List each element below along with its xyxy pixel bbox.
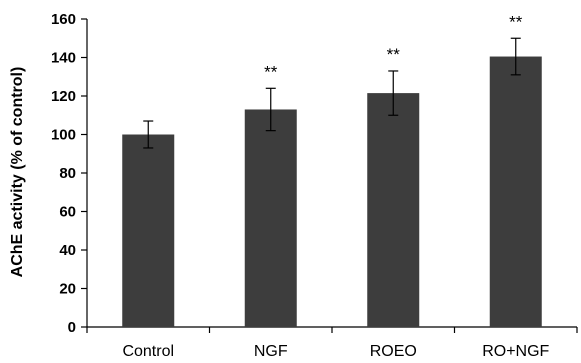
- y-ticks: 0 20 40 60 80 100 120 140 160: [51, 11, 87, 336]
- y-tick-label: 40: [59, 242, 76, 259]
- x-ticks: Control NGF ROEO RO+NGF: [86, 327, 578, 360]
- y-tick-label: 60: [59, 204, 76, 221]
- significance-label: **: [387, 45, 401, 64]
- y-tick-label: 0: [68, 319, 76, 336]
- bar-ro-ngf: [489, 56, 542, 327]
- significance-label: **: [509, 12, 523, 31]
- significance-label: **: [264, 62, 278, 81]
- x-category-label: ROEO: [370, 343, 417, 360]
- y-tick-label: 80: [59, 165, 76, 182]
- bar-ngf: [244, 109, 297, 327]
- x-category-label: NGF: [254, 343, 288, 360]
- x-category-label: RO+NGF: [482, 343, 549, 360]
- y-tick-label: 140: [51, 50, 76, 67]
- bar-roeo: [367, 93, 420, 327]
- y-tick-label: 160: [51, 11, 76, 28]
- x-category-label: Control: [122, 343, 174, 360]
- bars: [122, 56, 542, 327]
- y-tick-label: 120: [51, 88, 76, 105]
- y-axis-title: AChE activity (% of control): [9, 67, 26, 278]
- bar-control: [122, 134, 175, 327]
- significance-labels: ** ** **: [264, 12, 523, 81]
- y-tick-label: 20: [59, 281, 76, 298]
- y-tick-label: 100: [51, 127, 76, 144]
- error-bars: [143, 37, 521, 149]
